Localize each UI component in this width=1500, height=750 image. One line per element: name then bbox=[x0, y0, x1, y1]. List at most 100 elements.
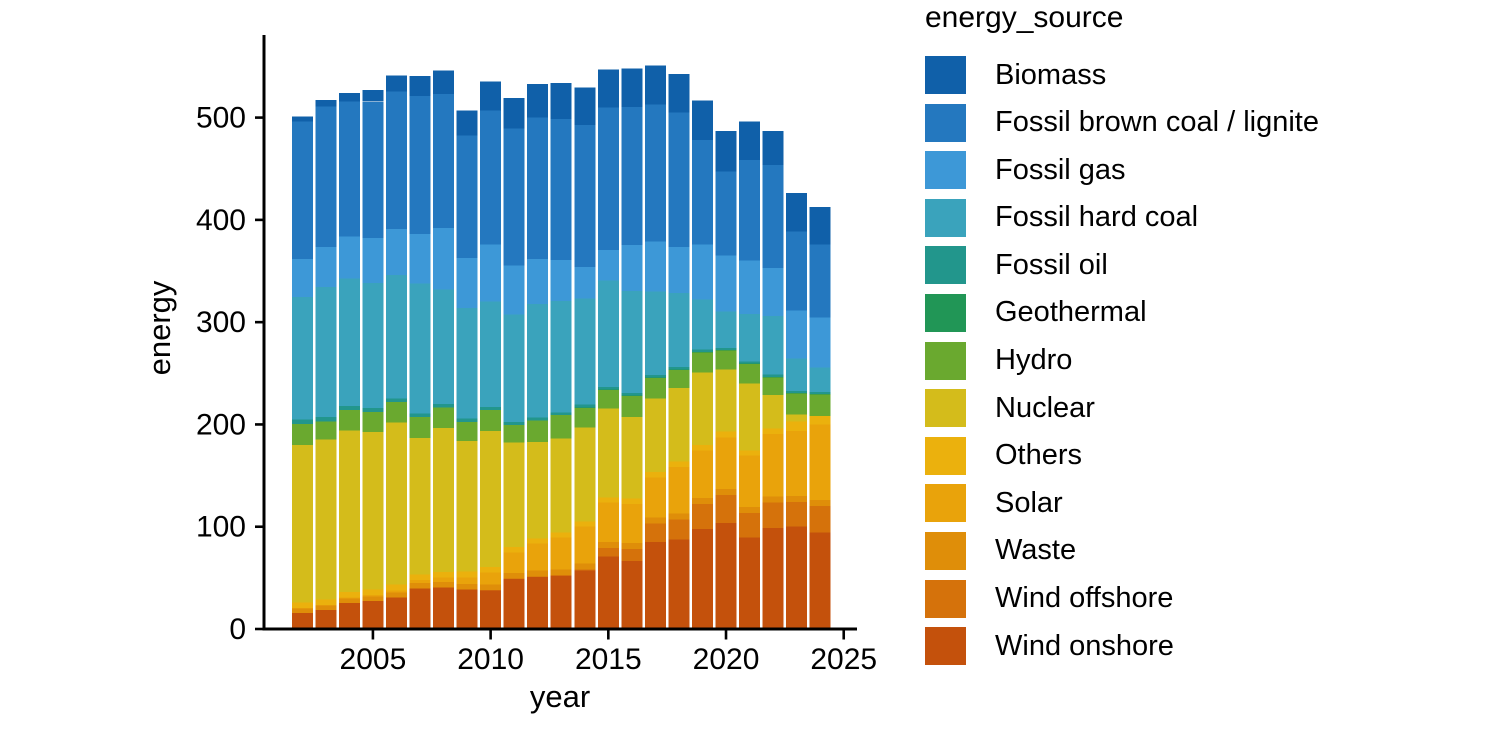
bar-segment-solar-2022 bbox=[762, 434, 784, 497]
bar-segment-fossil-oil-2014 bbox=[574, 404, 596, 408]
bar-segment-waste-2008 bbox=[433, 582, 455, 588]
bar-segment-waste-2011 bbox=[503, 572, 525, 579]
bar-segment-fossil-gas-2012 bbox=[527, 259, 549, 305]
bar-segment-solar-2015 bbox=[597, 502, 619, 543]
bar-segment-fossil-brown-coal-lignite-2019 bbox=[691, 139, 713, 245]
bar-segment-solar-2004 bbox=[338, 597, 360, 599]
bar-segment-fossil-brown-coal-lignite-2018 bbox=[668, 112, 690, 247]
bar-segment-geothermal-2020 bbox=[715, 350, 737, 351]
bar-segment-wind-offshore-2018 bbox=[668, 519, 690, 540]
x-tick-label-2005: 2005 bbox=[340, 643, 407, 676]
bar-segment-hydro-2011 bbox=[503, 424, 525, 443]
bar-segment-geothermal-2019 bbox=[691, 351, 713, 353]
bar-segment-waste-2022 bbox=[762, 496, 784, 503]
bar-segment-fossil-gas-2003 bbox=[315, 246, 337, 288]
bar-segment-waste-2017 bbox=[644, 517, 666, 524]
bar-segment-nuclear-2013 bbox=[550, 438, 572, 533]
bar-segment-nuclear-2005 bbox=[362, 431, 384, 590]
legend-item: Hydro bbox=[925, 341, 1319, 380]
bar-segment-fossil-oil-2004 bbox=[338, 405, 360, 411]
bar-segment-nuclear-2004 bbox=[338, 430, 360, 593]
legend-item: Fossil brown coal / lignite bbox=[925, 103, 1319, 142]
bar-segment-geothermal-2023 bbox=[786, 393, 808, 394]
legend-item-label: Fossil oil bbox=[995, 248, 1108, 281]
bar-segment-solar-2018 bbox=[668, 466, 690, 514]
bar-segment-solar-2019 bbox=[691, 450, 713, 499]
y-tick-label-300: 300 bbox=[196, 306, 246, 339]
x-axis-title: year bbox=[530, 679, 590, 714]
bar-segment-hydro-2009 bbox=[456, 421, 478, 442]
legend-swatch-fossil-oil bbox=[925, 246, 966, 285]
bar-segment-fossil-hard-coal-2002 bbox=[291, 297, 313, 420]
bar-segment-nuclear-2020 bbox=[715, 369, 737, 432]
bar-segment-nuclear-2011 bbox=[503, 442, 525, 548]
bar-segment-waste-2023 bbox=[786, 496, 808, 503]
bar-segment-fossil-hard-coal-2016 bbox=[621, 290, 643, 394]
bar-segment-fossil-brown-coal-lignite-2008 bbox=[433, 94, 455, 229]
legend-swatch-wind-onshore bbox=[925, 627, 966, 666]
bar-segment-solar-2007 bbox=[409, 580, 431, 584]
bar-segment-fossil-gas-2002 bbox=[291, 258, 313, 298]
bar-segment-waste-2014 bbox=[574, 563, 596, 570]
bar-segment-waste-2004 bbox=[338, 598, 360, 603]
bar-segment-fossil-gas-2023 bbox=[786, 310, 808, 359]
bar-segment-biomass-2011 bbox=[503, 98, 525, 129]
legend-item: Geothermal bbox=[925, 293, 1319, 332]
bar-segment-waste-2015 bbox=[597, 542, 619, 548]
bar-segment-others-2004 bbox=[338, 592, 360, 598]
bar-segment-fossil-hard-coal-2019 bbox=[691, 299, 713, 350]
bar-segment-geothermal-2021 bbox=[739, 363, 761, 365]
legend-item-label: Geothermal bbox=[995, 296, 1147, 329]
bar-segment-waste-2013 bbox=[550, 569, 572, 576]
bar-segment-fossil-oil-2021 bbox=[739, 361, 761, 364]
bar-segment-others-2019 bbox=[691, 445, 713, 451]
bar-segment-wind-onshore-2004 bbox=[338, 602, 360, 629]
bar-segment-fossil-oil-2011 bbox=[503, 421, 525, 425]
legend-item-label: Fossil hard coal bbox=[995, 201, 1199, 234]
bar-segment-fossil-hard-coal-2022 bbox=[762, 316, 784, 375]
bar-segment-waste-2009 bbox=[456, 584, 478, 590]
y-axis-title: energy bbox=[142, 280, 177, 375]
bar-segment-hydro-2016 bbox=[621, 395, 643, 417]
bar-segment-fossil-hard-coal-2013 bbox=[550, 300, 572, 413]
bar-segment-fossil-hard-coal-2005 bbox=[362, 283, 384, 408]
bar-segment-fossil-gas-2015 bbox=[597, 249, 619, 281]
bar-segment-fossil-gas-2019 bbox=[691, 244, 713, 300]
bar-segment-others-2022 bbox=[762, 428, 784, 435]
bar-segment-fossil-hard-coal-2015 bbox=[597, 280, 619, 387]
bar-segment-wind-offshore-2011 bbox=[503, 578, 525, 579]
bar-segment-solar-2013 bbox=[550, 537, 572, 570]
bar-segment-fossil-oil-2009 bbox=[456, 418, 478, 422]
bar-segment-solar-2017 bbox=[644, 477, 666, 518]
x-tick-label-2020: 2020 bbox=[693, 643, 760, 676]
bar-segment-wind-onshore-2020 bbox=[715, 523, 737, 629]
bar-segment-fossil-hard-coal-2006 bbox=[385, 275, 407, 399]
bar-segment-fossil-brown-coal-lignite-2015 bbox=[597, 107, 619, 250]
bar-segment-fossil-gas-2008 bbox=[433, 228, 455, 290]
bar-segment-nuclear-2015 bbox=[597, 408, 619, 498]
bar-segment-hydro-2006 bbox=[385, 402, 407, 423]
bar-segment-hydro-2014 bbox=[574, 407, 596, 428]
bar-segment-waste-2020 bbox=[715, 489, 737, 496]
bar-segment-wind-onshore-2006 bbox=[385, 597, 407, 629]
bar-segment-solar-2008 bbox=[433, 577, 455, 583]
y-tick-label-100: 100 bbox=[196, 511, 246, 544]
bar-segment-biomass-2022 bbox=[762, 131, 784, 165]
bar-segment-fossil-gas-2005 bbox=[362, 237, 384, 284]
bar-segment-others-2008 bbox=[433, 572, 455, 578]
bar-segment-fossil-brown-coal-lignite-2020 bbox=[715, 171, 737, 256]
bar-segment-others-2018 bbox=[668, 461, 690, 467]
bar-segment-wind-onshore-2023 bbox=[786, 526, 808, 629]
bar-segment-hydro-2022 bbox=[762, 377, 784, 395]
x-tick-label-2025: 2025 bbox=[810, 643, 877, 676]
bar-segment-fossil-gas-2006 bbox=[385, 229, 407, 276]
bar-segment-fossil-brown-coal-lignite-2004 bbox=[338, 101, 360, 237]
bar-segment-fossil-hard-coal-2020 bbox=[715, 311, 737, 348]
bar-segment-solar-2006 bbox=[385, 590, 407, 593]
bar-segment-nuclear-2022 bbox=[762, 394, 784, 429]
bar-segment-fossil-brown-coal-lignite-2022 bbox=[762, 164, 784, 269]
bar-segment-fossil-oil-2019 bbox=[691, 349, 713, 352]
bar-segment-wind-onshore-2007 bbox=[409, 588, 431, 629]
bar-segment-fossil-gas-2013 bbox=[550, 259, 572, 301]
legend-item-label: Biomass bbox=[995, 58, 1107, 91]
